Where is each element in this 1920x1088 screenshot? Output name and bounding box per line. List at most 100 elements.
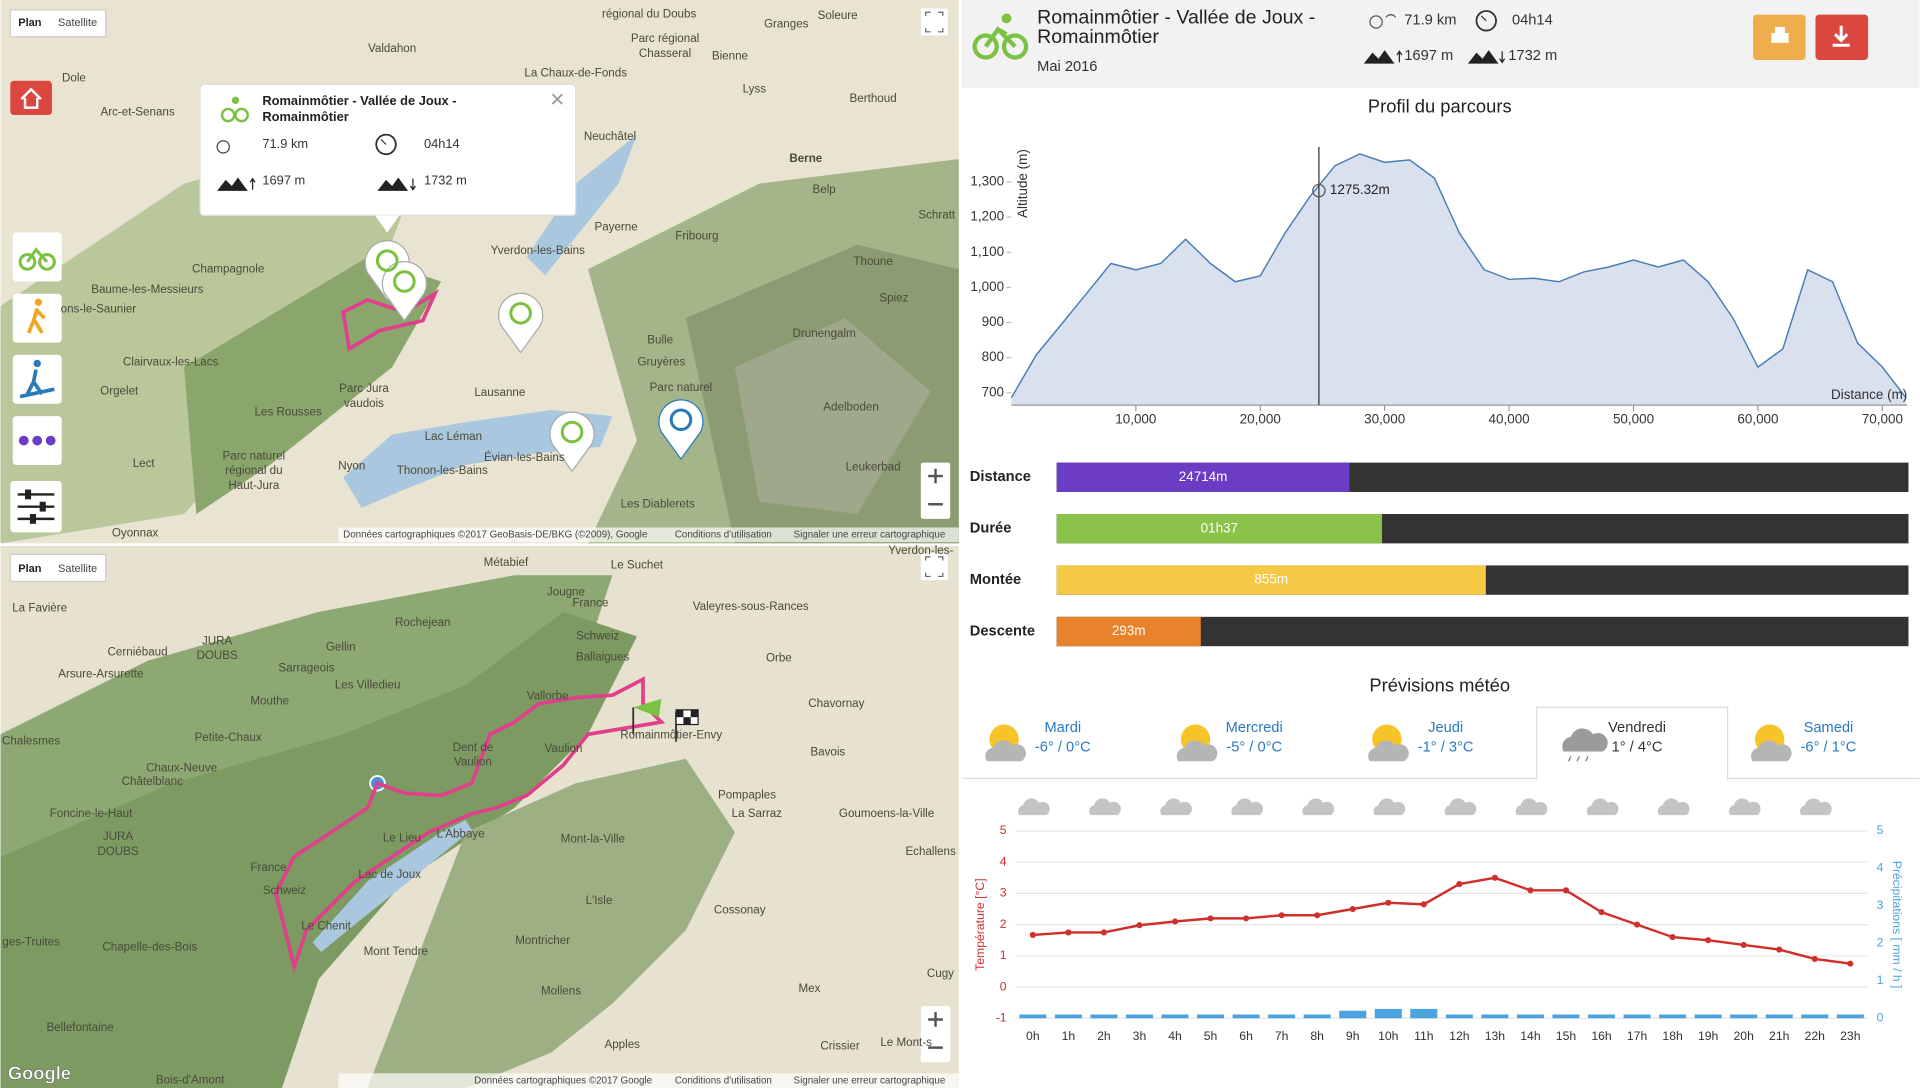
weather-tab[interactable]: Mardi -6° / 0°C: [985, 720, 1091, 762]
map-type-button[interactable]: Plan: [18, 17, 42, 29]
x-axis-title: Distance (m): [1831, 387, 1907, 402]
y-tick-label: 2: [1000, 917, 1007, 931]
map-label: Parc naturel: [650, 381, 713, 394]
map-label: La Favière: [12, 601, 67, 614]
hour-weather-icon: [1515, 798, 1548, 816]
y-tick-label: 1,000: [970, 279, 1004, 294]
tab-border: [1536, 706, 1729, 780]
map-label: Orgelet: [100, 385, 139, 398]
popup-distance: 71.9 km: [262, 136, 308, 151]
temp-point: [1634, 921, 1641, 928]
map-label: régional du: [225, 464, 282, 477]
y-axis-title: Température [°C]: [973, 878, 987, 970]
x-tick-label: 20,000: [1240, 411, 1281, 426]
map-label: Châtelblanc: [122, 775, 184, 788]
map-label: Fribourg: [675, 229, 718, 242]
map-label: Romainmôtier-Envy: [620, 729, 722, 742]
precip-bar: [1623, 1014, 1651, 1019]
map-attribution[interactable]: Signaler une erreur cartographique: [794, 1075, 946, 1086]
map-label: Goumoens-la-Ville: [839, 807, 934, 820]
x-tick-label: 8h: [1310, 1029, 1324, 1043]
precip-bar: [1197, 1014, 1225, 1019]
x-tick-label: 7h: [1275, 1029, 1289, 1043]
x-tick-label: 70,000: [1862, 411, 1903, 426]
hour-weather-icon: [1018, 798, 1050, 816]
map-label: Lac de Joux: [358, 868, 421, 881]
weather-tab[interactable]: Jeudi -1° / 3°C: [1368, 720, 1474, 762]
header-buttons[interactable]: [1753, 14, 1869, 60]
y-tick-label: -1: [996, 1010, 1007, 1024]
map-label: Chavornay: [808, 697, 864, 710]
temp-point: [1243, 915, 1250, 922]
map-type-button[interactable]: Satellite: [58, 17, 97, 29]
map-attribution[interactable]: Conditions d'utilisation: [675, 1075, 772, 1086]
x-tick-label: 2h: [1097, 1029, 1111, 1043]
map-label: Petite-Chaux: [195, 731, 262, 744]
map-label: Crissier: [820, 1039, 859, 1052]
map-bottom[interactable]: [0, 545, 959, 1088]
hour-weather-icon: [1657, 798, 1690, 816]
section-title: Prévisions météo: [1369, 674, 1510, 695]
map-label: Cerniébaud: [108, 645, 168, 658]
weather-tab[interactable]: Mercredi -5° / 0°C: [1176, 720, 1283, 762]
map-label: Berthoud: [850, 92, 897, 105]
weather-tab[interactable]: Vendredi 1° / 4°C: [1536, 706, 1729, 780]
x-tick-label: 13h: [1485, 1029, 1505, 1043]
precip-bar: [1161, 1014, 1189, 1019]
map-label: Echallens: [905, 845, 956, 858]
precip-bar: [1054, 1014, 1082, 1019]
map-label: Vallorbe: [527, 689, 569, 702]
precip-bar: [1730, 1014, 1758, 1019]
y2-tick-label: 4: [1877, 861, 1884, 875]
map-label: France: [572, 596, 608, 609]
bar-label: Descente: [970, 623, 1035, 639]
temp-point: [1562, 887, 1570, 894]
map-label: Berne: [789, 152, 822, 165]
map-pins[interactable]: [364, 240, 704, 473]
map-label: Nyon: [338, 459, 365, 472]
map-label: Le Suchet: [611, 558, 664, 571]
cursor-point: [1312, 183, 1326, 198]
day-name: Mercredi: [1226, 720, 1283, 736]
route-date: Mai 2016: [1037, 59, 1097, 75]
map-attribution[interactable]: Signaler une erreur cartographique: [794, 529, 946, 540]
progress-bar: [1056, 565, 1486, 595]
weather-tab[interactable]: Samedi -6° / 1°C: [1750, 720, 1857, 762]
hour-weather-icon: [1089, 798, 1121, 816]
map-label: Clairvaux-les-Lacs: [123, 355, 219, 368]
map-label: Gellin: [326, 640, 356, 653]
hour-weather-icon: [1373, 798, 1406, 816]
map-label: ons-le-Saunier: [61, 303, 137, 316]
map-label: Soleure: [818, 9, 858, 22]
map-controls[interactable]: [9, 8, 951, 1063]
temp-point: [1847, 960, 1854, 967]
map-label: Bienne: [712, 49, 748, 62]
map-label: Ballaigues: [576, 650, 630, 663]
map-label: Chalesmes: [2, 735, 60, 748]
close-icon[interactable]: [551, 93, 563, 105]
y-tick-label: 1: [1000, 948, 1007, 962]
x-tick-label: 50,000: [1613, 411, 1654, 426]
map-attribution[interactable]: Conditions d'utilisation: [675, 529, 772, 540]
cloud: [1176, 740, 1218, 762]
precip-bar: [1516, 1014, 1544, 1019]
map-label: Oyonnax: [112, 527, 159, 540]
map-label: DOUBS: [97, 845, 139, 858]
precip-bar: [1765, 1014, 1793, 1019]
temp-point: [1136, 922, 1143, 929]
map-label: Les Villedieu: [335, 678, 401, 691]
map-label: Parc régional: [631, 32, 699, 45]
map-label: Parc Jura: [339, 382, 389, 395]
map-type-button[interactable]: Satellite: [58, 563, 97, 575]
map-label: La Sarraz: [732, 807, 783, 820]
map-type-button[interactable]: Plan: [18, 563, 42, 575]
precip-bar: [1552, 1014, 1580, 1019]
y-tick-label: 1,200: [970, 209, 1004, 224]
y-tick-label: 800: [982, 349, 1004, 364]
y2-tick-label: 1: [1877, 973, 1884, 987]
day-temps: -6° / 1°C: [1801, 740, 1857, 756]
map-label: DOUBS: [196, 649, 238, 662]
x-tick-label: 20h: [1734, 1029, 1754, 1043]
y2-tick-label: 0: [1877, 1010, 1884, 1024]
